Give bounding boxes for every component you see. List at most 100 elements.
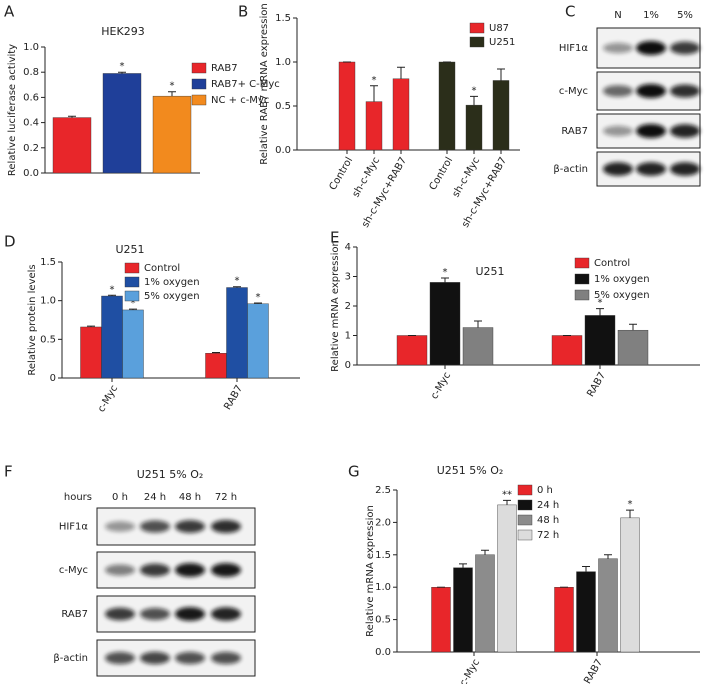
- y-tick-label: 1.5: [40, 257, 56, 268]
- blot-band: [603, 85, 633, 97]
- blot-band: [636, 41, 666, 55]
- legend-swatch: [517, 499, 533, 511]
- y-tick-label: 1.5: [275, 13, 291, 24]
- panel-letter: B: [238, 3, 248, 21]
- significance: *: [472, 85, 477, 96]
- significance: *: [170, 81, 175, 92]
- blot-band: [603, 125, 633, 137]
- x-tick-label: c-Myc: [429, 371, 453, 402]
- blot-band: [636, 162, 666, 176]
- legend-swatch: [517, 514, 533, 526]
- chart-title: U251: [475, 265, 504, 278]
- blot-band: [603, 42, 633, 54]
- chart-title: HEK293: [101, 25, 144, 38]
- bar: [438, 61, 456, 151]
- panel-letter: F: [4, 463, 13, 481]
- y-axis-label: Relative mRNA expression: [330, 240, 341, 372]
- legend-swatch: [191, 94, 207, 106]
- y-tick-label: 0.8: [23, 67, 39, 78]
- legend-label: Control: [144, 263, 180, 274]
- legend-label: 24 h: [537, 500, 559, 511]
- bar: [152, 95, 192, 174]
- bar: [462, 327, 494, 366]
- bar: [396, 335, 428, 366]
- bar: [205, 353, 227, 379]
- y-axis-label: Relative RAB7 mRNA expression: [259, 3, 270, 164]
- blot-band: [670, 124, 700, 138]
- bar: [453, 567, 473, 653]
- blot-band: [105, 607, 135, 621]
- chart-title: U251 5% O₂: [437, 464, 504, 477]
- bar: [101, 295, 123, 379]
- significance: *: [235, 276, 240, 287]
- legend-label: RAB7: [211, 63, 238, 74]
- legend-label: 1% oxygen: [144, 277, 200, 288]
- bar: [365, 101, 383, 151]
- bar: [551, 335, 583, 366]
- y-tick-label: 0.5: [275, 101, 291, 112]
- blot-band: [211, 651, 241, 665]
- panel-letter: G: [348, 463, 360, 481]
- error-bar: [582, 565, 590, 572]
- y-tick-label: 0.4: [23, 118, 39, 129]
- row-label: β-actin: [553, 164, 588, 175]
- blot-band: [175, 607, 205, 621]
- error-bar: [596, 308, 604, 316]
- panel-letter: E: [330, 229, 339, 247]
- legend-swatch: [124, 276, 140, 288]
- bar: [554, 587, 574, 653]
- significance: *: [598, 298, 603, 309]
- legend-label: U251: [489, 37, 515, 48]
- legend-swatch: [469, 36, 485, 48]
- legend-label: 5% oxygen: [594, 290, 650, 301]
- blot-band: [140, 520, 170, 533]
- legend-swatch: [124, 262, 140, 274]
- x-tick-label: c-Myc: [96, 384, 120, 415]
- blot-band: [670, 41, 700, 55]
- error-bar: [503, 499, 511, 505]
- y-tick-label: 1.5: [375, 550, 391, 561]
- legend-swatch: [517, 484, 533, 496]
- blot-band: [175, 563, 205, 577]
- error-bar: [233, 286, 241, 288]
- legend-swatch: [124, 290, 140, 302]
- bar: [431, 587, 451, 653]
- legend-swatch: [469, 22, 485, 34]
- legend-swatch: [191, 78, 207, 90]
- panel-letter: A: [4, 3, 15, 21]
- error-bar: [108, 294, 116, 297]
- column-header: 5%: [677, 10, 693, 21]
- y-tick-label: 2.0: [375, 517, 391, 528]
- error-bar: [497, 68, 505, 81]
- bar: [475, 554, 495, 653]
- y-tick-label: 4: [345, 242, 351, 253]
- y-tick-label: 0.0: [375, 647, 391, 658]
- row-label: HIF1α: [559, 43, 589, 54]
- y-axis-label: Relative luciferase activity: [7, 44, 18, 176]
- y-tick-label: 0.0: [23, 168, 39, 179]
- error-bar: [481, 549, 489, 555]
- blot-title: U251 5% O₂: [137, 468, 204, 481]
- panel-letter: D: [4, 233, 16, 251]
- error-bar: [629, 323, 637, 331]
- blot-band: [140, 563, 170, 577]
- error-bar: [459, 563, 467, 568]
- legend-label: 0 h: [537, 485, 553, 496]
- error-bar: [168, 91, 176, 97]
- y-tick-label: 0.6: [23, 92, 39, 103]
- y-axis-label: Relative mRNA expression: [365, 505, 376, 637]
- legend-label: NC + c-Myc: [211, 95, 269, 106]
- y-tick-label: 0.5: [375, 615, 391, 626]
- blot-band: [140, 651, 170, 665]
- legend-label: U87: [489, 23, 509, 34]
- bar: [620, 517, 640, 653]
- bar: [52, 117, 92, 174]
- blot-band: [636, 84, 666, 98]
- bar: [338, 61, 356, 151]
- blot-band: [211, 607, 241, 621]
- y-tick-label: 2: [345, 301, 351, 312]
- x-tick-label: RAB7: [222, 384, 245, 413]
- error-bar: [129, 308, 137, 310]
- legend-label: 1% oxygen: [594, 274, 650, 285]
